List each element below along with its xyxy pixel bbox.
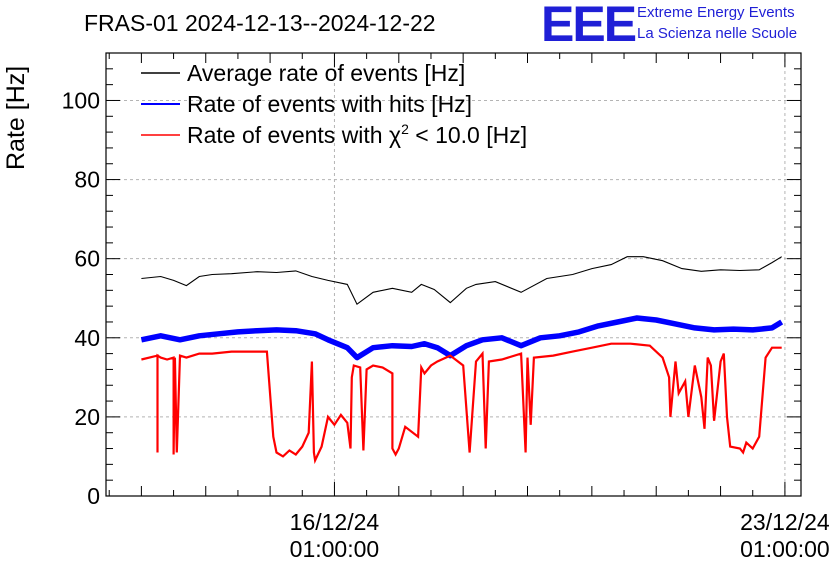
series-average-line (141, 256, 782, 306)
series-layer (140, 256, 784, 465)
series-chi2-line (141, 342, 782, 465)
legend-label-suffix: < 10.0 [Hz] (409, 122, 527, 148)
y-tick-label: 100 (62, 87, 100, 113)
y-tick-label: 80 (74, 167, 100, 193)
chart-title: FRAS-01 2024-12-13--2024-12-22 (84, 10, 436, 36)
x-tick-time-label: 01:00:00 (290, 536, 380, 562)
legend-label-text: Rate of events with χ (187, 122, 401, 148)
legend-label-text: Average rate of events [Hz] (187, 60, 465, 86)
y-gridlines (106, 99, 801, 418)
x-tick-date-label: 23/12/24 (740, 509, 830, 535)
eee-logo: EEE (541, 0, 637, 52)
y-tick-label: 40 (74, 325, 100, 351)
legend-label-text: Rate of events with hits [Hz] (187, 91, 472, 117)
y-tick-labels: 0 20 40 60 80 100 (62, 87, 100, 509)
logo-subtitle-line1: Extreme Energy Events (637, 4, 795, 21)
minor-ticks (106, 52, 801, 497)
legend-label-chi2: Rate of events with χ2 < 10.0 [Hz] (187, 121, 527, 148)
legend: Average rate of events [Hz] Rate of event… (141, 60, 527, 148)
legend-label-superscript: 2 (401, 121, 409, 137)
y-axis-label: Rate [Hz] (2, 65, 30, 170)
x-tick-time-label: 01:00:00 (740, 536, 830, 562)
y-tick-label: 20 (74, 404, 100, 430)
logo-subtitle-line2: La Scienza nelle Scuole (637, 25, 798, 42)
y-tick-label: 60 (74, 246, 100, 272)
legend-label-hits: Rate of events with hits [Hz] (187, 91, 472, 117)
y-tick-label: 0 (87, 483, 100, 509)
legend-label-average: Average rate of events [Hz] (187, 60, 465, 86)
x-gridlines (333, 53, 786, 496)
x-tick-date-label: 16/12/24 (290, 509, 380, 535)
